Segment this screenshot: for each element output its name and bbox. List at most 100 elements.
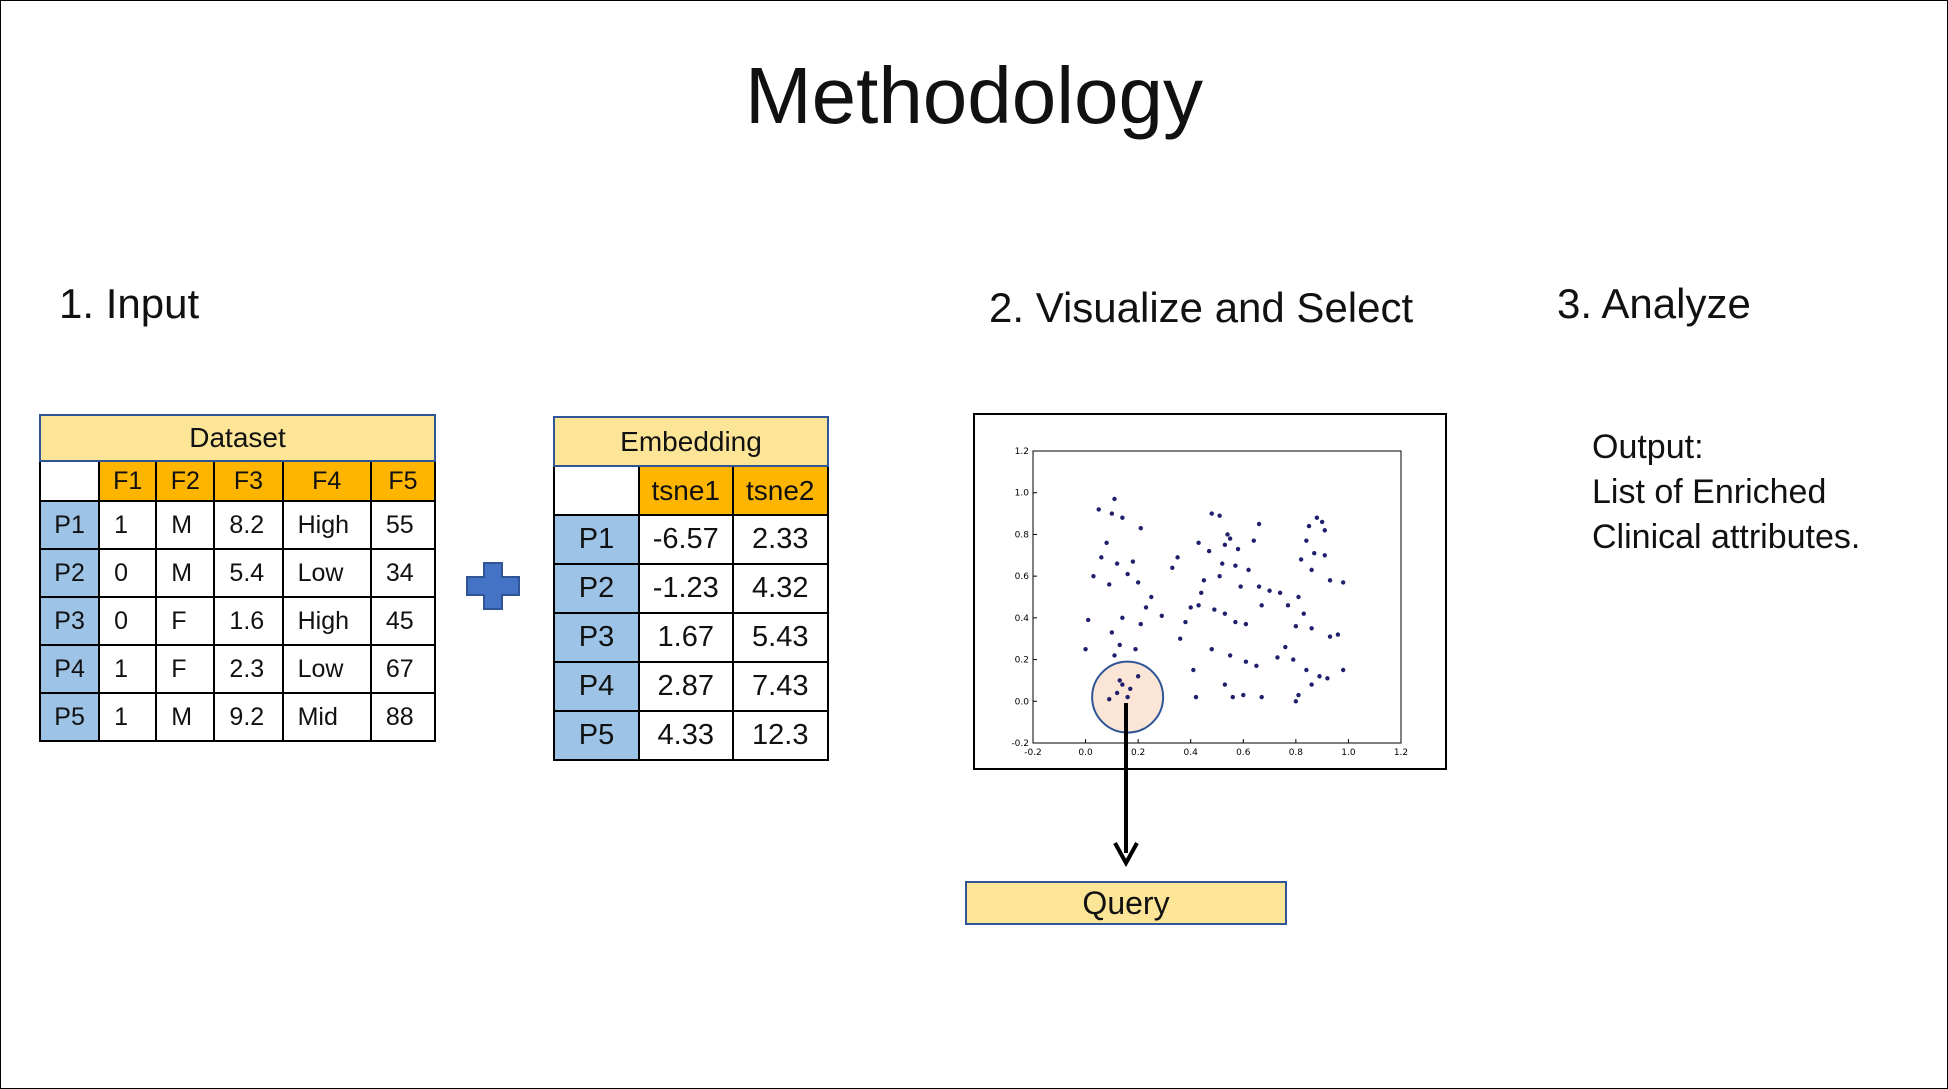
- dataset-row-header: P1: [38, 500, 101, 550]
- y-tick-label: 0.6: [1015, 572, 1030, 582]
- dataset-row-header: P4: [38, 644, 101, 694]
- scatter-point: [1227, 536, 1233, 541]
- step-analyze-heading: 3. Analyze: [1557, 280, 1751, 327]
- scatter-point: [1309, 626, 1314, 631]
- embedding-row-header: P1: [553, 514, 640, 565]
- scatter-point: [1283, 644, 1288, 650]
- query-box[interactable]: Query: [965, 881, 1287, 925]
- scatter-point: [1259, 603, 1264, 608]
- scatter-point: [1191, 667, 1196, 673]
- scatter-point: [1319, 519, 1325, 525]
- scatter-point: [1149, 594, 1154, 600]
- dataset-cell: High: [281, 596, 372, 646]
- plus-icon: [466, 562, 520, 610]
- y-tick-label: 0.2: [1015, 656, 1029, 666]
- dataset-column-header: F5: [369, 460, 437, 502]
- scatter-point: [1293, 699, 1299, 704]
- dataset-cell: 88: [369, 692, 437, 742]
- dataset-cell: Mid: [281, 692, 372, 742]
- scatter-point: [1222, 682, 1228, 687]
- dataset-row: P5 1 M 9.2 Mid 88: [38, 692, 437, 742]
- scatter-point: [1235, 546, 1241, 552]
- y-tick-label: 0.4: [1015, 614, 1030, 624]
- scatter-point: [1285, 603, 1291, 608]
- x-tick-label: 0.8: [1289, 748, 1304, 758]
- y-tick-label: 1.2: [1015, 447, 1029, 457]
- scatter-point: [1175, 555, 1180, 560]
- scatter-point: [1206, 548, 1212, 554]
- scatter-point: [1293, 624, 1299, 629]
- embedding-cell: 7.43: [731, 661, 830, 712]
- scatter-point: [1254, 663, 1259, 669]
- x-axis: -0.2 0.0 0.2 0.4 0.6 0.8 1.0 1.2: [1024, 739, 1408, 758]
- dataset-cell: 1: [98, 644, 158, 694]
- dataset-cell: M: [155, 548, 216, 598]
- embedding-column-header: tsne1: [638, 465, 734, 516]
- embedding-cell: -1.23: [638, 563, 734, 614]
- scatter-point: [1267, 588, 1272, 593]
- dataset-cell: 8.2: [213, 500, 284, 550]
- dataset-row: P1 1 M 8.2 High 55: [38, 500, 437, 550]
- dataset-column-header: F1: [98, 460, 158, 502]
- dataset-cell: 0: [98, 548, 158, 598]
- embedding-row-header: P5: [553, 710, 640, 761]
- scatter-point: [1296, 692, 1301, 698]
- scatter-plot: -0.2 0.0 0.2 0.4 0.6 0.8 1.0 1.2 -0.2 0.0 0.2 0.4 0…: [1011, 447, 1408, 758]
- embedding-cell: 4.33: [638, 710, 734, 761]
- scatter-point: [1275, 655, 1280, 660]
- down-arrow-icon: [1113, 703, 1139, 868]
- embedding-cell: 1.67: [638, 612, 734, 663]
- scatter-point: [1099, 555, 1104, 560]
- y-tick-label: 0.8: [1015, 530, 1030, 540]
- dataset-cell: M: [155, 692, 216, 742]
- x-tick-label: 1.0: [1341, 748, 1356, 758]
- x-tick-label: 0.0: [1078, 748, 1093, 758]
- dataset-table: Dataset F1 F2 F3 F4 F5 P1 1 M 8.2 High 5…: [38, 414, 437, 742]
- output-line-1: List of Enriched: [1592, 473, 1827, 511]
- dataset-row: P3 0 F 1.6 High 45: [38, 596, 437, 646]
- y-tick-label: 1.0: [1015, 489, 1030, 499]
- dataset-cell: 67: [369, 644, 437, 694]
- scatter-point: [1138, 621, 1143, 627]
- dataset-cell: M: [155, 500, 216, 550]
- y-axis: -0.2 0.0 0.2 0.4 0.6 0.8 1.0 1.2: [1011, 447, 1037, 749]
- dataset-cell: 1: [98, 500, 158, 550]
- scatter-point: [1183, 619, 1188, 625]
- scatter-point: [1327, 578, 1333, 583]
- dataset-column-header: F4: [281, 460, 372, 502]
- output-label: Output:: [1592, 428, 1704, 466]
- scatter-point: [1304, 667, 1309, 673]
- scatter-point: [1225, 532, 1230, 537]
- dataset-caption: Dataset: [39, 414, 436, 462]
- dataset-cell: 5.4: [213, 548, 284, 598]
- embedding-row: P5 4.33 12.3: [553, 710, 830, 761]
- scatter-point: [1107, 582, 1112, 587]
- scatter-point: [1301, 611, 1306, 616]
- scatter-point: [1233, 619, 1238, 625]
- scatter-point: [1217, 573, 1222, 579]
- scatter-point: [1193, 694, 1199, 700]
- scatter-point: [1222, 542, 1228, 548]
- dataset-row-header: P2: [38, 548, 101, 598]
- scatter-point: [1317, 674, 1322, 679]
- dataset-row: P2 0 M 5.4 Low 34: [38, 548, 437, 598]
- scatter-point: [1335, 632, 1341, 637]
- scatter-point: [1125, 571, 1130, 577]
- scatter-point: [1327, 634, 1333, 639]
- embedding-cell: 5.43: [731, 612, 830, 663]
- dataset-cell: 1.6: [213, 596, 284, 646]
- scatter-point: [1196, 603, 1201, 608]
- scatter-point: [1112, 496, 1117, 502]
- scatter-point: [1120, 615, 1125, 621]
- scatter-point: [1135, 580, 1141, 585]
- scatter-point: [1120, 682, 1125, 687]
- scatter-point: [1114, 690, 1120, 696]
- dataset-column-header: F2: [155, 460, 216, 502]
- scatter-point: [1309, 567, 1314, 573]
- embedding-row: P3 1.67 5.43: [553, 612, 830, 663]
- scatter-point: [1243, 621, 1249, 627]
- scatter-point: [1259, 694, 1264, 700]
- embedding-corner-cell: [553, 465, 640, 516]
- step-input-heading: 1. Input: [59, 280, 200, 327]
